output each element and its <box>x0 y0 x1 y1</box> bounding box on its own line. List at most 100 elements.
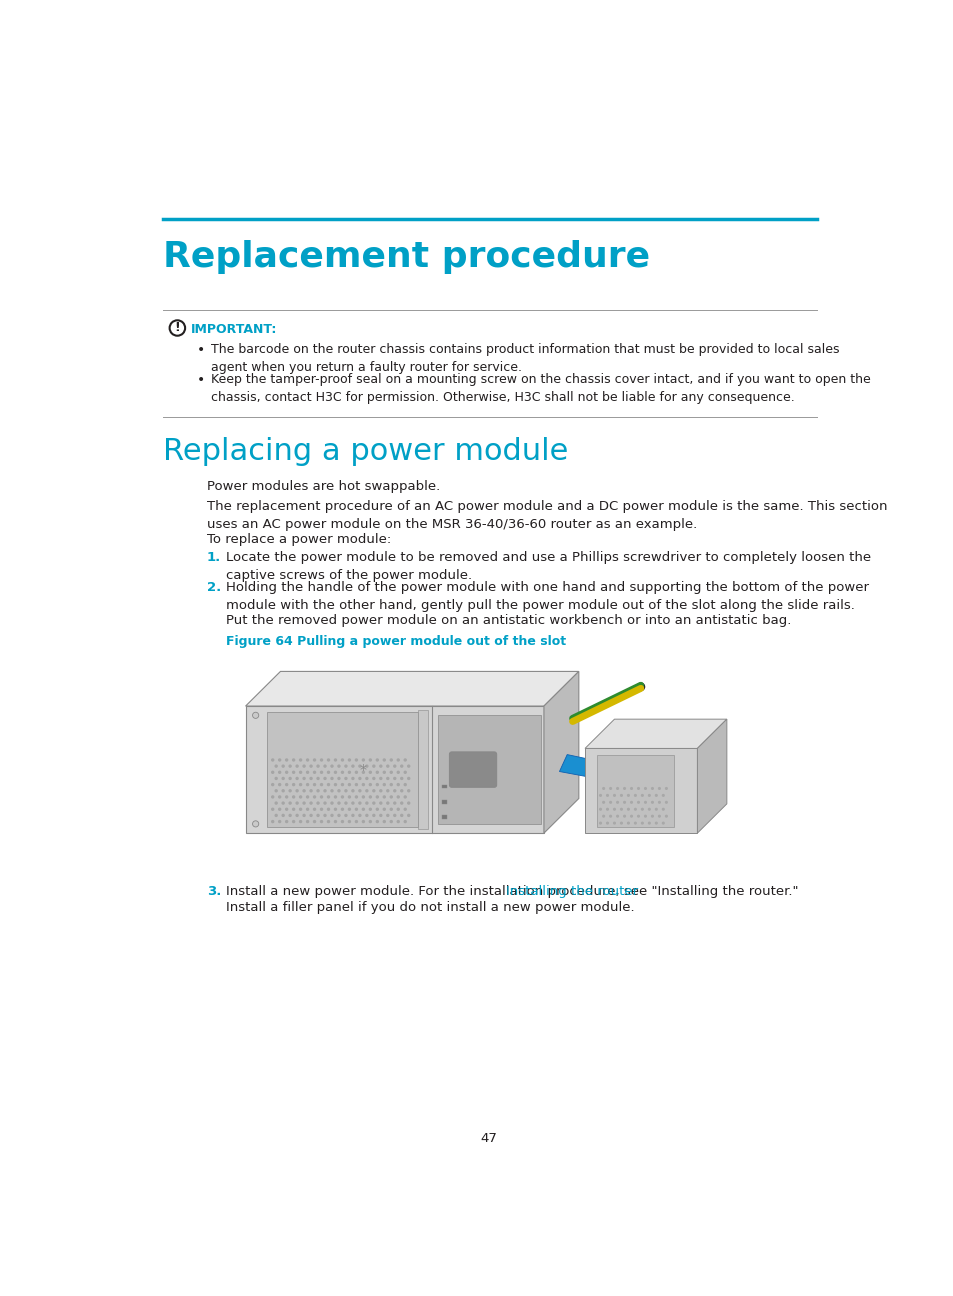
Circle shape <box>612 807 616 811</box>
Circle shape <box>661 807 664 811</box>
Circle shape <box>654 794 658 797</box>
Circle shape <box>277 771 281 774</box>
Circle shape <box>357 776 361 780</box>
Circle shape <box>271 758 274 762</box>
Circle shape <box>302 789 306 792</box>
Polygon shape <box>245 671 578 706</box>
Circle shape <box>382 771 386 774</box>
Circle shape <box>389 820 393 823</box>
Circle shape <box>403 820 407 823</box>
Text: !: ! <box>174 320 180 334</box>
Circle shape <box>319 807 323 811</box>
Circle shape <box>386 814 389 816</box>
Bar <box>441 800 447 804</box>
Circle shape <box>601 801 604 804</box>
Circle shape <box>355 807 357 811</box>
Circle shape <box>298 820 302 823</box>
Circle shape <box>378 765 382 767</box>
Circle shape <box>309 789 313 792</box>
Circle shape <box>616 815 618 818</box>
Circle shape <box>375 807 378 811</box>
Circle shape <box>368 783 372 787</box>
Text: Replacing a power module: Replacing a power module <box>163 437 568 465</box>
Circle shape <box>654 807 658 811</box>
Circle shape <box>378 789 382 792</box>
Circle shape <box>365 776 368 780</box>
Circle shape <box>637 683 644 691</box>
Circle shape <box>292 771 295 774</box>
Circle shape <box>396 783 399 787</box>
Circle shape <box>622 815 625 818</box>
Circle shape <box>399 814 403 816</box>
Circle shape <box>253 713 258 718</box>
Circle shape <box>292 783 295 787</box>
Circle shape <box>316 789 319 792</box>
Circle shape <box>650 787 654 791</box>
Circle shape <box>612 794 616 797</box>
Circle shape <box>351 789 355 792</box>
Circle shape <box>643 787 646 791</box>
Circle shape <box>365 814 368 816</box>
Circle shape <box>306 807 309 811</box>
Circle shape <box>372 765 375 767</box>
Circle shape <box>365 789 368 792</box>
Circle shape <box>306 771 309 774</box>
Circle shape <box>327 771 330 774</box>
Circle shape <box>608 815 612 818</box>
Circle shape <box>637 787 639 791</box>
Circle shape <box>285 796 288 798</box>
Circle shape <box>382 796 386 798</box>
Circle shape <box>658 787 660 791</box>
Circle shape <box>319 771 323 774</box>
Circle shape <box>330 801 334 805</box>
Circle shape <box>351 765 355 767</box>
Circle shape <box>277 796 281 798</box>
Polygon shape <box>697 719 726 833</box>
Circle shape <box>323 789 326 792</box>
Circle shape <box>288 776 292 780</box>
Circle shape <box>605 794 608 797</box>
Circle shape <box>288 814 292 816</box>
Circle shape <box>629 787 633 791</box>
Circle shape <box>319 820 323 823</box>
Circle shape <box>375 771 378 774</box>
Circle shape <box>601 787 604 791</box>
Circle shape <box>650 815 654 818</box>
Circle shape <box>327 758 330 762</box>
Polygon shape <box>620 763 644 785</box>
Circle shape <box>622 787 625 791</box>
Circle shape <box>281 789 285 792</box>
Text: The barcode on the router chassis contains product information that must be prov: The barcode on the router chassis contai… <box>211 343 839 375</box>
Circle shape <box>344 814 347 816</box>
Text: Replacement procedure: Replacement procedure <box>163 240 650 275</box>
Circle shape <box>306 796 309 798</box>
Circle shape <box>375 783 378 787</box>
Circle shape <box>334 771 336 774</box>
Circle shape <box>647 807 650 811</box>
Circle shape <box>306 758 309 762</box>
Circle shape <box>608 787 612 791</box>
Circle shape <box>389 758 393 762</box>
Circle shape <box>640 807 643 811</box>
Circle shape <box>626 807 629 811</box>
Circle shape <box>368 820 372 823</box>
Circle shape <box>323 801 326 805</box>
Circle shape <box>393 765 396 767</box>
Circle shape <box>271 771 274 774</box>
Circle shape <box>292 796 295 798</box>
Bar <box>267 713 418 827</box>
Circle shape <box>598 807 601 811</box>
Bar <box>441 815 447 819</box>
Circle shape <box>347 796 351 798</box>
Circle shape <box>285 758 288 762</box>
Circle shape <box>344 789 347 792</box>
Polygon shape <box>543 671 578 833</box>
Circle shape <box>598 794 601 797</box>
Circle shape <box>271 796 274 798</box>
Circle shape <box>375 758 378 762</box>
Circle shape <box>601 815 604 818</box>
Circle shape <box>334 820 336 823</box>
Circle shape <box>619 822 622 824</box>
Text: Locate the power module to be removed and use a Phillips screwdriver to complete: Locate the power module to be removed an… <box>226 551 870 582</box>
Text: •: • <box>196 373 205 388</box>
